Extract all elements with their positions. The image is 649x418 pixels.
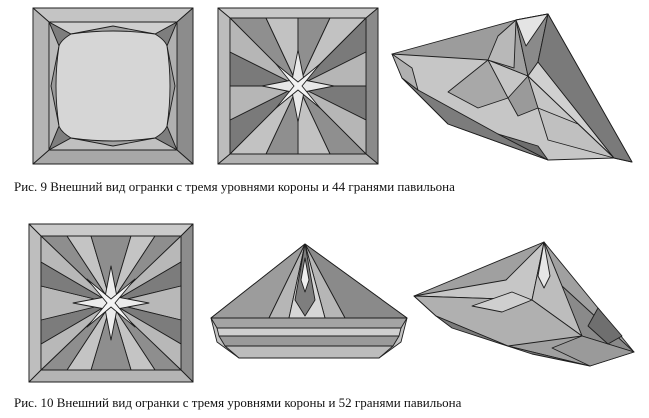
fig9-perspective-view: [391, 13, 633, 163]
fig10-perspective-view: [413, 241, 635, 367]
fig10-pavilion-view: [28, 223, 194, 383]
fig9-top-view: [32, 7, 194, 165]
fig10-side-view: [210, 243, 408, 359]
fig10-caption: Рис. 10 Внешний вид огранки с тремя уров…: [14, 395, 462, 410]
fig9-pavilion-view: [217, 7, 379, 165]
fig9-caption: Рис. 9 Внешний вид огранки с тремя уровн…: [14, 179, 455, 194]
